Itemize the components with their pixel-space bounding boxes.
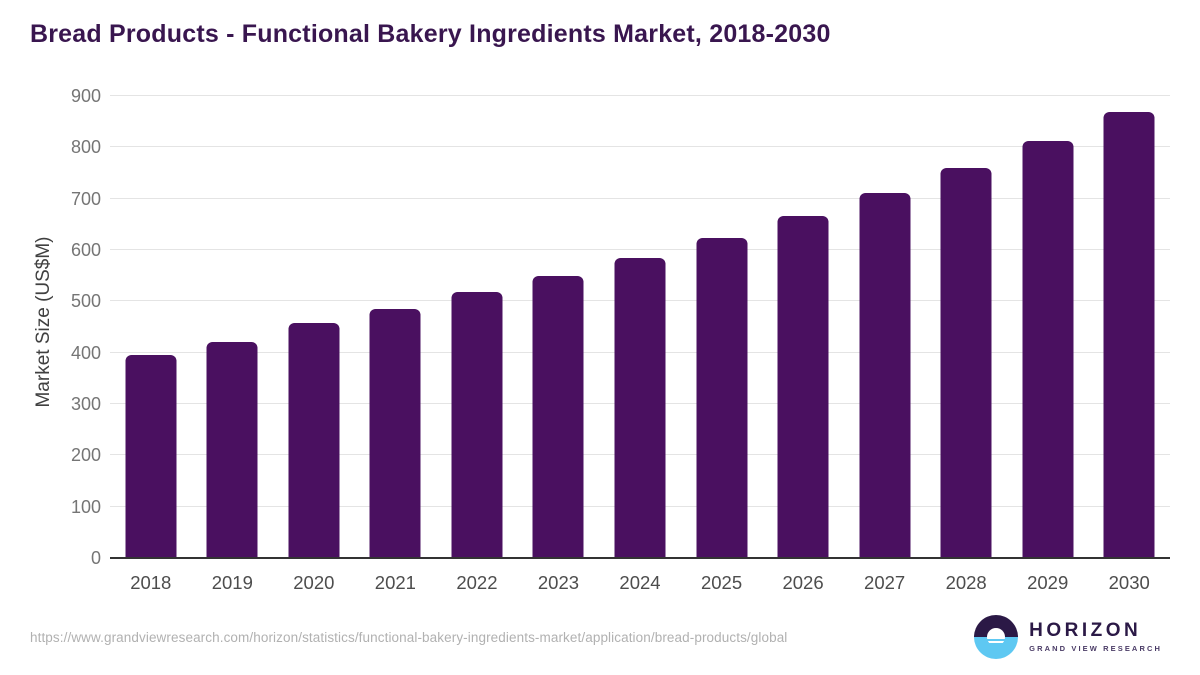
bar-2026 [777,215,829,558]
footer: https://www.grandviewresearch.com/horizo… [30,610,1162,664]
y-tick-600: 600 [70,239,101,260]
horizon-logo: HORIZON GRAND VIEW RESEARCH [974,615,1162,659]
gridline-600 [110,249,1170,251]
x-tick-2021: 2021 [374,572,416,593]
horizon-line-icon [979,643,1014,646]
x-tick-2022: 2022 [456,572,498,593]
x-tick-2018: 2018 [130,572,172,593]
bar-2028 [940,167,992,558]
x-tick-2026: 2026 [782,572,824,593]
x-tick-2029: 2029 [1027,572,1069,593]
x-tick-2023: 2023 [537,572,580,593]
x-tick-2019: 2019 [211,572,253,593]
gridline-800 [110,146,1170,148]
bar-2018 [125,355,177,558]
horizon-line-icon [979,638,1014,641]
y-tick-700: 700 [70,188,101,209]
bar-2027 [859,193,911,558]
gridline-700 [110,197,1170,199]
x-tick-2024: 2024 [619,572,661,593]
horizon-sun-icon [974,615,1019,659]
y-tick-100: 100 [70,496,101,517]
chart-title: Bread Products - Functional Bakery Ingre… [30,20,831,48]
x-tick-2027: 2027 [864,572,906,593]
bar-2023 [532,275,584,558]
y-tick-500: 500 [70,291,101,312]
source-url: https://www.grandviewresearch.com/horizo… [30,629,788,645]
logo-name: HORIZON [1029,620,1142,642]
logo-text: HORIZON GRAND VIEW RESEARCH [1029,620,1162,653]
bar-2030 [1103,112,1155,558]
bar-2025 [696,237,748,558]
x-tick-2020: 2020 [293,572,335,593]
x-axis-labels: 2018 2019 2020 2021 2022 2023 2024 2025 2026 2027… [110,568,1170,600]
y-tick-0: 0 [90,548,101,568]
y-axis-title: Market Size (US$M) [33,236,54,408]
x-tick-2025: 2025 [700,572,743,593]
x-tick-2030: 2030 [1108,572,1150,593]
logo-subtitle: GRAND VIEW RESEARCH [1029,643,1162,653]
gridline-900 [110,95,1170,96]
x-axis-line [110,557,1170,559]
y-tick-300: 300 [70,393,101,414]
bar-2022 [451,292,503,558]
y-tick-200: 200 [70,445,101,466]
x-tick-2028: 2028 [945,572,987,593]
y-tick-800: 800 [70,137,101,158]
bar-2021 [369,308,421,558]
bar-2029 [1022,140,1074,558]
y-tick-900: 900 [70,86,101,106]
plot-area: 0 100 200 300 400 500 600 700 800 900 [71,87,1170,567]
bar-2019 [206,342,258,558]
y-tick-400: 400 [70,342,101,363]
bar-2024 [614,257,666,558]
sun-circle-icon [987,628,1006,646]
bar-2020 [288,322,340,558]
